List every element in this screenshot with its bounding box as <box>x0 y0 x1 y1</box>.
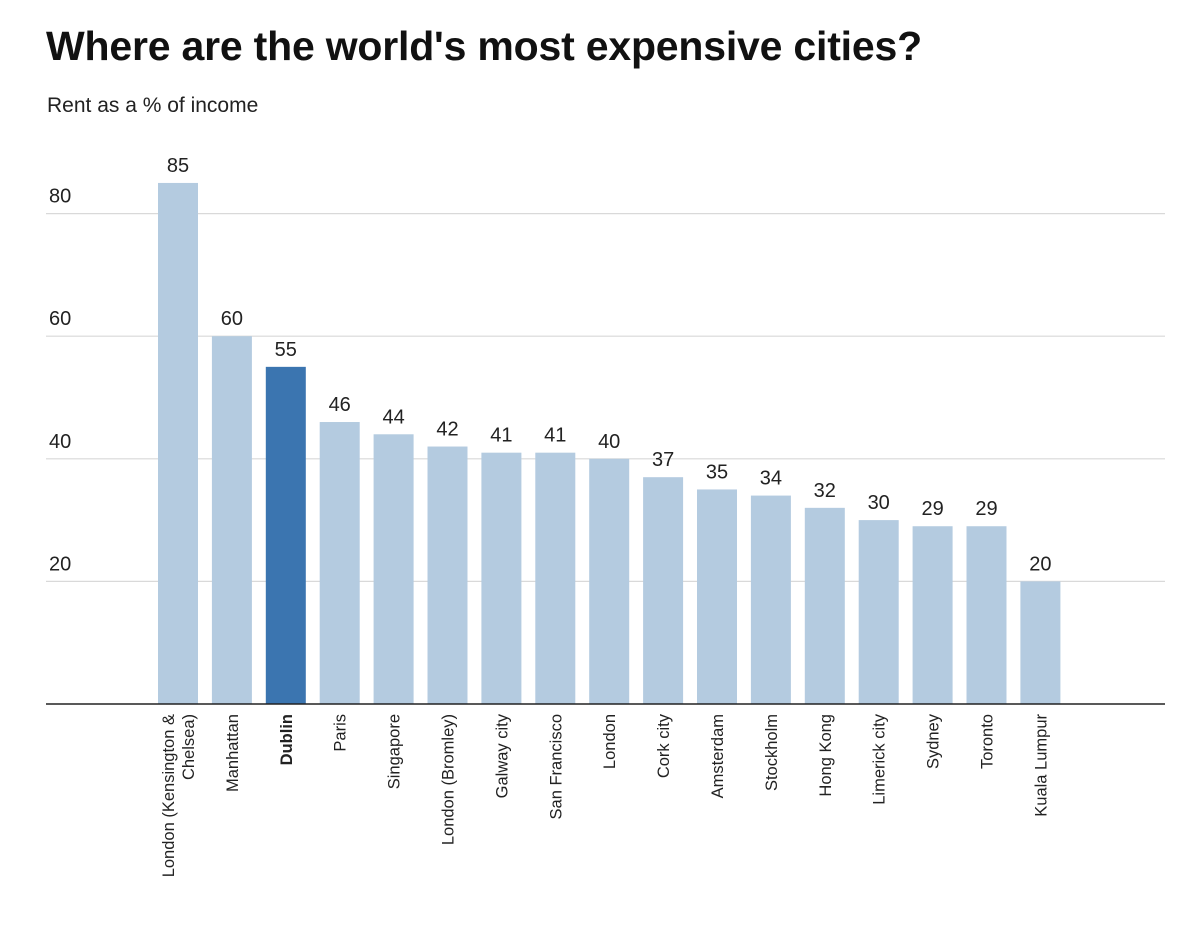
category-label-text: Galway city <box>493 713 511 798</box>
value-label: 42 <box>436 419 458 441</box>
category-label-line: London (Bromley) <box>440 714 458 845</box>
value-label: 60 <box>221 308 243 330</box>
bar <box>804 507 845 704</box>
bar <box>589 458 630 704</box>
category-label-line: Dublin <box>278 714 296 765</box>
category-label-text: London (Bromley) <box>440 714 458 845</box>
category-label-text: Manhattan <box>224 714 242 792</box>
bar <box>265 366 306 704</box>
category-label: Kuala Lumpur <box>1032 713 1050 816</box>
bar <box>1020 581 1061 704</box>
category-label-line: Stockholm <box>763 714 781 791</box>
category-label: Limerick city <box>871 713 889 805</box>
category-label-text: Toronto <box>979 714 997 769</box>
value-label: 44 <box>382 406 404 428</box>
category-label-line: Galway city <box>493 713 511 798</box>
category-label-line: San Francisco <box>547 714 565 819</box>
category-label-line: Paris <box>332 714 350 752</box>
value-label: 35 <box>706 461 728 483</box>
value-label: 37 <box>652 449 674 471</box>
value-label: 20 <box>1029 553 1051 575</box>
category-label-line: Sydney <box>925 713 943 769</box>
y-tick-label: 20 <box>49 553 71 575</box>
value-label: 30 <box>868 492 890 514</box>
bar <box>858 520 899 704</box>
value-label: 29 <box>921 498 943 520</box>
value-label: 46 <box>329 394 351 416</box>
category-label: Sydney <box>925 713 943 769</box>
category-label-text: Hong Kong <box>817 714 835 797</box>
category-label: Manhattan <box>224 714 242 792</box>
bar <box>697 489 737 704</box>
category-label-line: Kuala Lumpur <box>1032 713 1050 816</box>
category-label-line: Amsterdam <box>709 714 727 798</box>
value-label: 41 <box>544 425 566 447</box>
category-label: London <box>601 714 619 769</box>
category-label-line: London (Kensington & <box>160 714 178 877</box>
category-label: Singapore <box>386 714 404 789</box>
category-label-line: Toronto <box>979 714 997 769</box>
value-label-layer: 85 60 55 46 44 42 41 41 40 37 35 34 32 30 29 29 20 <box>167 155 1052 575</box>
value-label: 29 <box>975 498 997 520</box>
category-label-text: Amsterdam <box>709 714 727 798</box>
category-label-text: Limerick city <box>871 713 889 805</box>
bar <box>912 526 953 704</box>
bar <box>750 495 791 704</box>
bar-layer <box>158 182 1061 704</box>
chart-subtitle: Rent as a % of income <box>47 94 259 117</box>
value-label: 41 <box>490 425 512 447</box>
category-label: Dublin <box>278 714 296 765</box>
value-label: 55 <box>275 339 297 361</box>
category-label-text: London <box>601 714 619 769</box>
category-label: London (Kensington & Chelsea) <box>160 714 198 877</box>
category-label-text: San Francisco <box>547 714 565 819</box>
y-tick-label: 60 <box>49 308 71 330</box>
bar <box>373 434 414 704</box>
category-label-line: Singapore <box>386 714 404 789</box>
y-tick-label: 80 <box>49 186 71 208</box>
bar <box>966 526 1007 704</box>
category-label-text: Dublin <box>278 714 296 765</box>
category-label-line: Limerick city <box>871 713 889 805</box>
category-label-line: Hong Kong <box>817 714 835 797</box>
category-label-text: Kuala Lumpur <box>1032 713 1050 816</box>
category-label: Amsterdam <box>709 714 727 798</box>
category-label-layer: London (Kensington & Chelsea) Manhattan Dub… <box>160 713 1050 877</box>
category-label-text: Cork city <box>655 713 673 778</box>
value-label: 34 <box>760 468 782 490</box>
category-label: San Francisco <box>547 714 565 819</box>
category-label: Stockholm <box>763 714 781 791</box>
bar <box>211 336 252 704</box>
category-label-text: Stockholm <box>763 714 781 791</box>
category-label-line: Cork city <box>655 713 673 778</box>
category-label: Hong Kong <box>817 714 835 797</box>
bar <box>158 182 198 704</box>
category-label: Paris <box>332 714 350 752</box>
category-label: London (Bromley) <box>440 714 458 845</box>
value-label: 40 <box>598 431 620 453</box>
category-label-text: Paris <box>332 714 350 752</box>
category-label-text: Singapore <box>386 714 404 789</box>
bar <box>481 452 522 704</box>
category-label-line: Chelsea) <box>180 714 198 780</box>
chart-title: Where are the world's most expensive cit… <box>46 23 922 69</box>
category-label: Toronto <box>979 714 997 769</box>
value-label: 85 <box>167 155 189 177</box>
category-label-text: Sydney <box>925 713 943 769</box>
category-label: Galway city <box>493 713 511 798</box>
y-tick-label: 40 <box>49 431 71 453</box>
value-label: 32 <box>814 480 836 502</box>
bar <box>319 422 360 704</box>
category-label: Cork city <box>655 713 673 778</box>
bar <box>427 446 468 704</box>
bar <box>535 452 576 704</box>
category-label-line: London <box>601 714 619 769</box>
bar <box>643 477 684 704</box>
category-label-line: Manhattan <box>224 714 242 792</box>
category-label-text: London (Kensington & Chelsea) <box>160 714 198 877</box>
